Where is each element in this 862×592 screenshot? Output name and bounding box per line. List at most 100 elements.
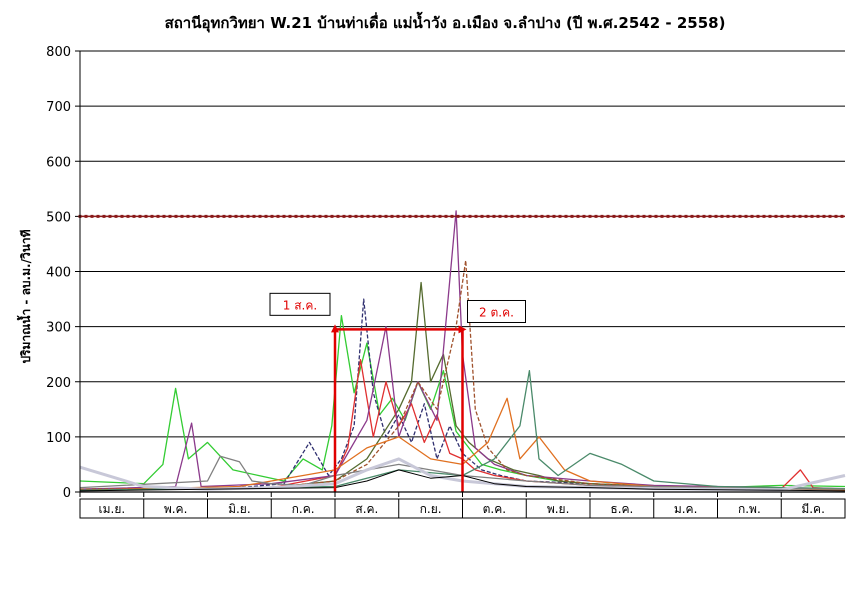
reference-line-marker	[762, 214, 766, 218]
reference-line-marker	[660, 214, 664, 218]
reference-line-marker	[354, 214, 358, 218]
reference-line-marker	[546, 214, 550, 218]
reference-line-marker	[198, 214, 202, 218]
reference-line-marker	[720, 214, 724, 218]
reference-line-marker	[684, 214, 688, 218]
reference-line-marker	[228, 214, 232, 218]
reference-line-marker	[222, 214, 226, 218]
reference-line-marker	[120, 214, 124, 218]
reference-line-marker	[342, 214, 346, 218]
y-axis-label: ปริมาณน้ำ - ลบ.ม./วินาที	[16, 229, 33, 363]
reference-line-marker	[192, 214, 196, 218]
reference-line-marker	[744, 214, 748, 218]
reference-line-marker	[402, 214, 406, 218]
series-line	[79, 259, 846, 490]
y-tick-label: 200	[46, 376, 71, 391]
reference-line-marker	[456, 214, 460, 218]
x-axis-months: เม.ย. พ.ค. มิ.ย. ก.ค. ส.ค. ก.ย. ต.ค. พ.ย. ธ.ค. ม.…	[79, 51, 846, 519]
reference-line-marker	[804, 214, 808, 218]
reference-line-marker	[330, 214, 334, 218]
annotation-label-box	[269, 292, 331, 316]
series-line	[79, 469, 846, 492]
y-tick-label: 100	[46, 431, 71, 446]
reference-line-marker	[414, 214, 418, 218]
reference-line-marker	[576, 214, 580, 218]
reference-line-marker	[108, 214, 112, 218]
reference-line-marker	[366, 214, 370, 218]
reference-line-marker	[510, 214, 514, 218]
reference-line-marker	[156, 214, 160, 218]
y-tick-label: 500	[46, 210, 71, 225]
series-line	[79, 370, 846, 491]
reference-line-marker	[810, 214, 814, 218]
reference-line-marker	[570, 214, 574, 218]
reference-line-marker	[606, 214, 610, 218]
reference-line-marker	[516, 214, 520, 218]
reference-line-marker	[318, 214, 322, 218]
reference-line-marker	[96, 214, 100, 218]
reference-line-marker	[750, 214, 754, 218]
reference-line-marker	[150, 214, 154, 218]
reference-line-marker	[618, 214, 622, 218]
y-tick-label: 400	[46, 266, 71, 281]
reference-line-marker	[408, 214, 412, 218]
reference-line-marker	[726, 214, 730, 218]
reference-line-marker	[522, 214, 526, 218]
reference-line-marker	[678, 214, 682, 218]
reference-line-marker	[138, 214, 142, 218]
reference-line-marker	[90, 214, 94, 218]
reference-line-marker	[714, 214, 718, 218]
reference-line-marker	[360, 214, 364, 218]
month-label: ก.ย.	[420, 502, 442, 516]
annotation-label-start: 1 ส.ค.	[283, 298, 317, 312]
month-label: ธ.ค.	[610, 502, 633, 516]
reference-line-marker	[594, 214, 598, 218]
reference-line-marker	[252, 214, 256, 218]
reference-line-marker	[648, 214, 652, 218]
reference-line-marker	[672, 214, 676, 218]
reference-line-marker	[636, 214, 640, 218]
reference-line-marker	[828, 214, 832, 218]
reference-line-marker	[300, 214, 304, 218]
reference-line-marker	[498, 214, 502, 218]
reference-line-marker	[264, 214, 268, 218]
reference-line-marker	[582, 214, 586, 218]
y-axis-ticks: 0 100 200 300 400 500 600 700 800	[46, 45, 80, 501]
reference-line-marker	[642, 214, 646, 218]
reference-line-marker	[390, 214, 394, 218]
month-label: เม.ย.	[99, 502, 126, 516]
month-label: ต.ค.	[483, 502, 506, 516]
reference-line-marker	[378, 214, 382, 218]
reference-line-marker	[174, 214, 178, 218]
reference-line-marker	[258, 214, 262, 218]
month-label: ส.ค.	[355, 502, 378, 516]
reference-line-marker	[144, 214, 148, 218]
reference-line-marker	[768, 214, 772, 218]
reference-line-marker	[234, 214, 238, 218]
annotation-label-end: 2 ต.ค.	[479, 305, 514, 319]
month-label: มิ.ย.	[228, 502, 251, 516]
reference-line-marker	[336, 214, 340, 218]
reference-line-marker	[696, 214, 700, 218]
reference-line-marker	[624, 214, 628, 218]
reference-line-marker	[558, 214, 562, 218]
reference-line-marker	[666, 214, 670, 218]
reference-line-marker	[162, 214, 166, 218]
reference-line-marker	[438, 214, 442, 218]
reference-line-marker	[462, 214, 466, 218]
month-label: มี.ค.	[801, 502, 825, 516]
reference-line-marker	[834, 214, 838, 218]
reference-line-marker	[780, 214, 784, 218]
reference-line-marker	[450, 214, 454, 218]
reference-line-marker	[630, 214, 634, 218]
reference-line-marker	[492, 214, 496, 218]
reference-line-marker	[786, 214, 790, 218]
reference-line-marker	[132, 214, 136, 218]
reference-line-marker	[588, 214, 592, 218]
reference-line-marker	[474, 214, 478, 218]
reference-line-marker	[240, 214, 244, 218]
reference-line-marker	[816, 214, 820, 218]
reference-line-marker	[204, 214, 208, 218]
reference-line-marker	[792, 214, 796, 218]
